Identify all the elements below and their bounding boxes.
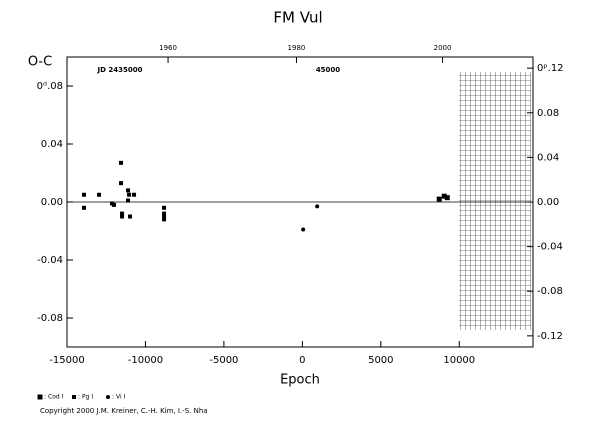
legend-marker — [106, 395, 110, 399]
chart-title: FM Vul — [273, 9, 322, 27]
y-tick-label: 0.00 — [41, 197, 63, 208]
annotation: JD 2435000 — [97, 66, 143, 74]
legend-colon: : — [112, 394, 114, 401]
footer: Copyright 2000 J.M. Kreiner, C.-H. Kim, … — [40, 407, 208, 415]
point — [128, 214, 133, 219]
legend-label: Pg I — [82, 394, 93, 401]
point — [162, 205, 167, 210]
x2-tick-label: 1960 — [159, 44, 177, 52]
point — [444, 195, 450, 201]
point — [82, 205, 87, 210]
y-axis-label: O-C — [28, 55, 52, 70]
x-tick-label: -15000 — [49, 355, 84, 366]
x-axis-label: Epoch — [280, 373, 320, 388]
point — [119, 181, 124, 186]
point — [436, 196, 442, 202]
y2-tick-label: -0.12 — [537, 331, 563, 342]
y2-tick-label: 0.04 — [537, 152, 559, 163]
point — [162, 214, 167, 219]
y2-tick-label: -0.04 — [537, 242, 563, 253]
point — [126, 188, 131, 193]
point — [126, 198, 131, 203]
x2-tick-label: 2000 — [434, 44, 452, 52]
point — [162, 217, 167, 222]
point — [301, 227, 306, 232]
point — [132, 192, 137, 197]
legend-colon: : — [78, 394, 80, 401]
legend: : Cod I: Pg I: Vi I — [37, 394, 126, 401]
x-tick-label: 5000 — [368, 355, 393, 366]
hatched-region — [459, 72, 531, 330]
annotation: 45000 — [316, 66, 340, 74]
legend-colon: : — [44, 394, 46, 401]
point — [82, 192, 87, 197]
y-tick-label: 0.04 — [41, 139, 63, 150]
point — [127, 192, 132, 197]
x-tick-label: -10000 — [128, 355, 163, 366]
point — [97, 192, 102, 197]
point — [441, 193, 447, 199]
point — [162, 211, 167, 216]
point — [119, 160, 124, 165]
x2-tick-label: 1980 — [288, 44, 306, 52]
x-tick-label: -5000 — [209, 355, 238, 366]
legend-label: Vi I — [116, 394, 126, 401]
point — [120, 214, 125, 219]
x-tick-label: 0 — [299, 355, 305, 366]
point — [112, 202, 117, 207]
point — [120, 211, 125, 216]
point — [315, 204, 320, 209]
y2-tick-label: 0ᵖ.12 — [537, 63, 564, 74]
y-tick-label: 0ᵈ.08 — [37, 81, 63, 92]
y-tick-label: -0.04 — [37, 255, 63, 266]
y2-tick-label: 0.08 — [537, 108, 559, 119]
legend-marker — [37, 394, 43, 400]
y2-tick-label: 0.00 — [537, 197, 559, 208]
legend-label: Cod I — [48, 394, 64, 401]
x-tick-label: 10000 — [443, 355, 475, 366]
y2-tick-label: -0.08 — [537, 286, 563, 297]
legend-marker — [72, 395, 76, 399]
y-tick-label: -0.08 — [37, 313, 63, 324]
